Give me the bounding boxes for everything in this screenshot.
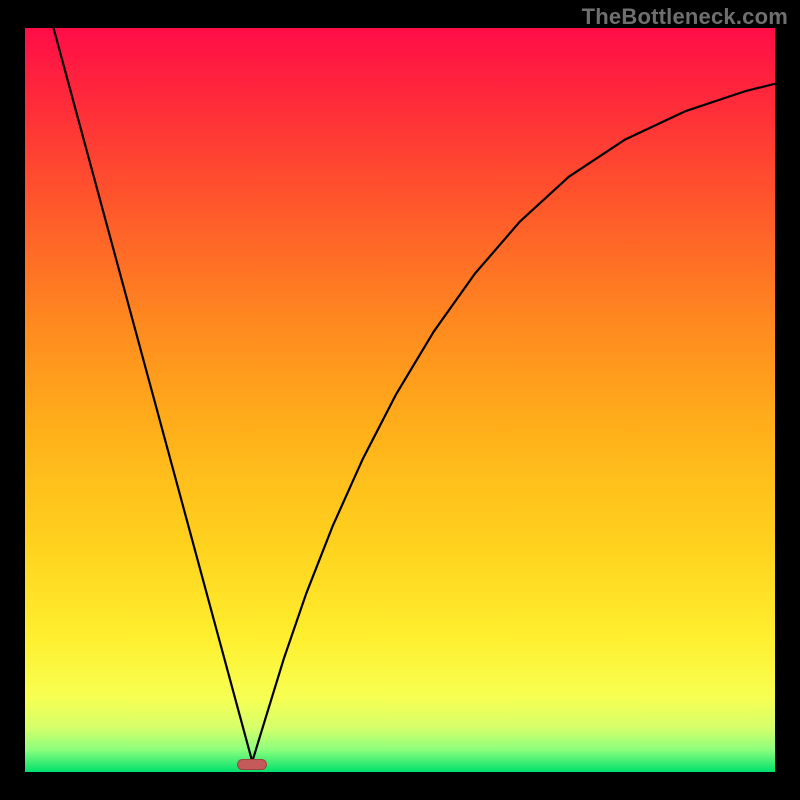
chart-frame: TheBottleneck.com xyxy=(0,0,800,800)
plot-area xyxy=(25,28,775,772)
vertex-marker xyxy=(237,759,267,771)
gradient-background xyxy=(25,28,775,772)
watermark-text: TheBottleneck.com xyxy=(582,4,788,30)
